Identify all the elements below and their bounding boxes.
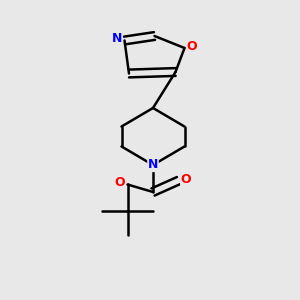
Text: O: O xyxy=(187,40,197,53)
Text: O: O xyxy=(181,172,191,186)
Text: N: N xyxy=(112,32,122,46)
Text: O: O xyxy=(115,176,125,189)
Text: N: N xyxy=(148,158,158,172)
